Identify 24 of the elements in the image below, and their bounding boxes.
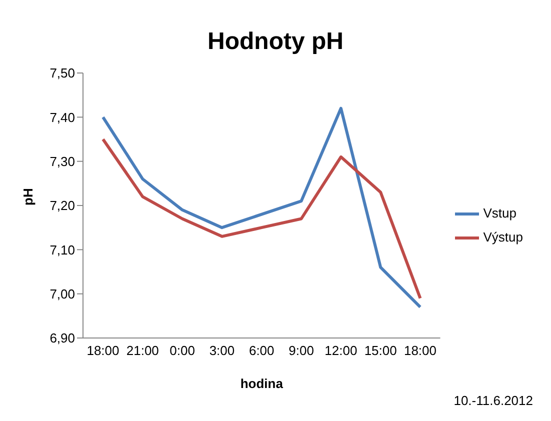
x-axis-title: hodina bbox=[240, 376, 284, 391]
y-tick-label: 7,50 bbox=[50, 66, 75, 81]
chart-title: Hodnoty pH bbox=[206, 28, 344, 56]
x-tick-label: 6:00 bbox=[248, 343, 274, 358]
y-tick-label: 7,20 bbox=[50, 198, 75, 214]
x-tick-label: 9:00 bbox=[288, 343, 314, 358]
y-tick-label: 7,00 bbox=[50, 286, 75, 302]
x-tick-label: 18:00 bbox=[86, 343, 120, 358]
x-tick-label: 12:00 bbox=[324, 343, 358, 358]
legend-label: Vstup bbox=[483, 204, 516, 220]
x-tick-label: 3:00 bbox=[209, 343, 235, 358]
text: 10.-11.6.2012 bbox=[454, 393, 533, 408]
legend-label: Výstup bbox=[483, 228, 523, 244]
line-series bbox=[102, 106, 422, 309]
y-tick-label: 7,30 bbox=[50, 154, 75, 169]
y-tick-label: 6,90 bbox=[50, 330, 75, 346]
x-tick-label: 18:00 bbox=[404, 343, 437, 358]
y-tick-label: 7,10 bbox=[50, 242, 75, 258]
line-series bbox=[102, 138, 422, 300]
y-tick-label: 7,40 bbox=[50, 110, 75, 125]
x-tick-label: 0:00 bbox=[170, 343, 195, 358]
x-tick-label: 21:00 bbox=[126, 343, 159, 358]
y-axis-title: pH bbox=[20, 188, 36, 206]
x-tick-label: 15:00 bbox=[364, 343, 397, 358]
